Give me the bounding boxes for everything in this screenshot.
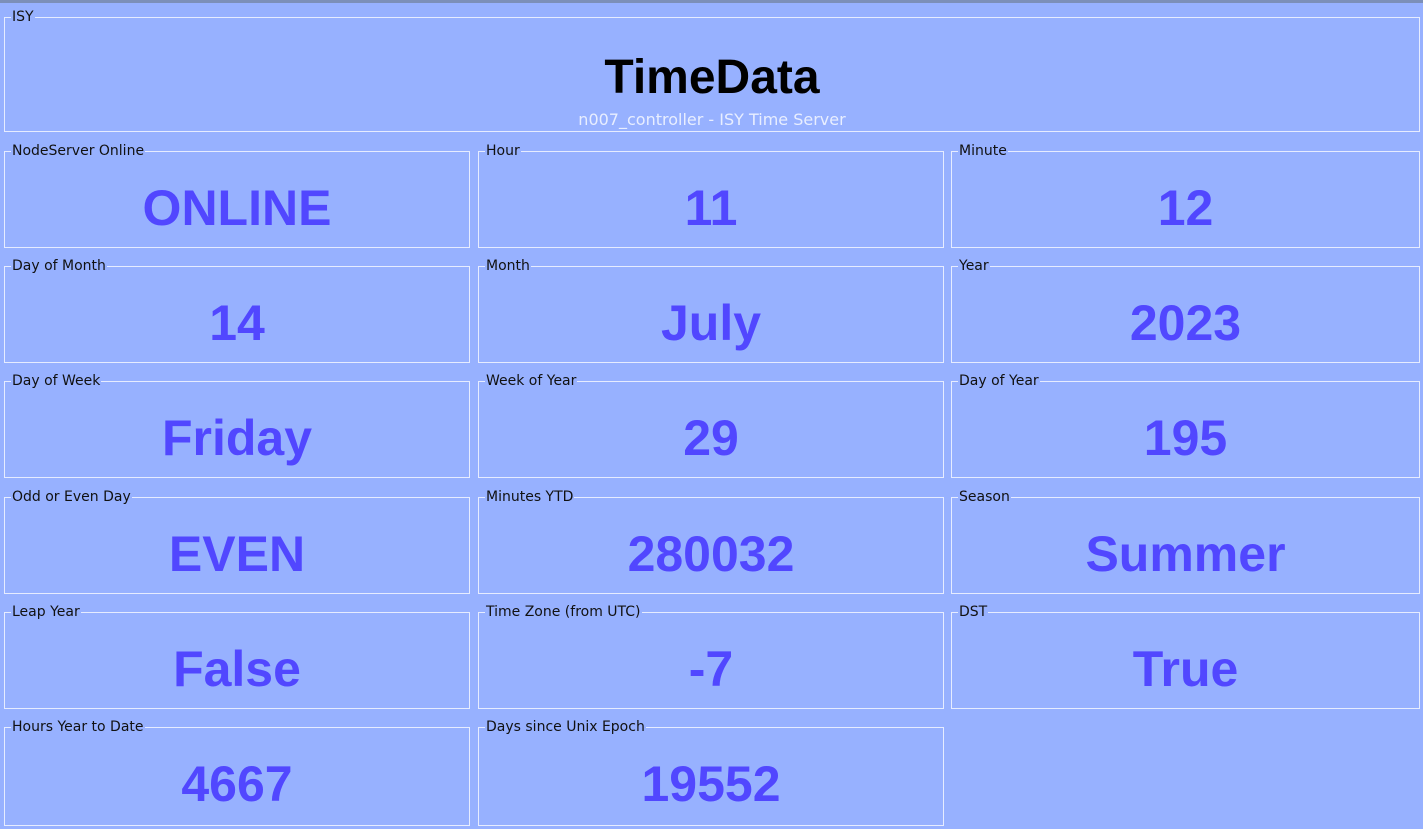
days-since-epoch-label: Days since Unix Epoch bbox=[486, 719, 645, 735]
page-title: TimeData bbox=[604, 51, 820, 104]
week-of-year-value: 29 bbox=[683, 410, 739, 466]
hour-panel: Hour 11 bbox=[478, 144, 944, 248]
season-panel: Season Summer bbox=[951, 490, 1420, 594]
hours-ytd-label: Hours Year to Date bbox=[12, 719, 144, 735]
dst-panel: DST True bbox=[951, 605, 1420, 709]
minutes-ytd-label: Minutes YTD bbox=[486, 489, 574, 505]
month-value: July bbox=[660, 295, 762, 351]
week-of-year-label: Week of Year bbox=[486, 373, 577, 389]
page-subtitle: n007_controller - ISY Time Server bbox=[578, 110, 846, 129]
season-label: Season bbox=[959, 489, 1010, 505]
leap-year-label: Leap Year bbox=[12, 604, 80, 620]
day-of-year-value: 195 bbox=[1143, 410, 1228, 466]
odd-even-day-label: Odd or Even Day bbox=[12, 489, 131, 505]
day-of-month-label: Day of Month bbox=[12, 258, 106, 274]
minute-label: Minute bbox=[959, 143, 1007, 159]
minutes-ytd-value: 280032 bbox=[627, 526, 795, 582]
month-panel: Month July bbox=[478, 259, 944, 363]
time-zone-label: Time Zone (from UTC) bbox=[486, 604, 641, 620]
time-zone-panel: Time Zone (from UTC) -7 bbox=[478, 605, 944, 709]
isy-header-group: ISY TimeData n007_controller - ISY Time … bbox=[4, 10, 1420, 132]
group-label: ISY bbox=[12, 9, 34, 25]
dst-label: DST bbox=[959, 604, 988, 620]
day-of-month-value: 14 bbox=[209, 295, 265, 351]
odd-even-day-panel: Odd or Even Day EVEN bbox=[4, 490, 470, 594]
year-label: Year bbox=[959, 258, 989, 274]
nodeserver-online-panel: NodeServer Online ONLINE bbox=[4, 144, 470, 248]
hour-label: Hour bbox=[486, 143, 520, 159]
day-of-week-label: Day of Week bbox=[12, 373, 101, 389]
week-of-year-panel: Week of Year 29 bbox=[478, 374, 944, 478]
minute-panel: Minute 12 bbox=[951, 144, 1420, 248]
year-panel: Year 2023 bbox=[951, 259, 1420, 363]
hour-value: 11 bbox=[684, 180, 738, 236]
leap-year-panel: Leap Year False bbox=[4, 605, 470, 709]
time-zone-value: -7 bbox=[688, 641, 734, 697]
days-since-epoch-panel: Days since Unix Epoch 19552 bbox=[478, 720, 944, 826]
nodeserver-online-value: ONLINE bbox=[142, 180, 332, 236]
minute-value: 12 bbox=[1157, 180, 1214, 236]
day-of-month-panel: Day of Month 14 bbox=[4, 259, 470, 363]
hours-ytd-panel: Hours Year to Date 4667 bbox=[4, 720, 470, 826]
minutes-ytd-panel: Minutes YTD 280032 bbox=[478, 490, 944, 594]
hours-ytd-value: 4667 bbox=[181, 756, 293, 812]
day-of-week-panel: Day of Week Friday bbox=[4, 374, 470, 478]
dst-value: True bbox=[1132, 641, 1239, 697]
nodeserver-online-label: NodeServer Online bbox=[12, 143, 145, 159]
leap-year-value: False bbox=[173, 641, 301, 697]
day-of-week-value: Friday bbox=[161, 410, 313, 466]
year-value: 2023 bbox=[1129, 295, 1242, 351]
season-value: Summer bbox=[1085, 526, 1286, 582]
window-top-border bbox=[0, 0, 1423, 3]
day-of-year-label: Day of Year bbox=[959, 373, 1039, 389]
day-of-year-panel: Day of Year 195 bbox=[951, 374, 1420, 478]
days-since-epoch-value: 19552 bbox=[641, 756, 781, 812]
month-label: Month bbox=[486, 258, 530, 274]
odd-even-day-value: EVEN bbox=[168, 526, 306, 582]
